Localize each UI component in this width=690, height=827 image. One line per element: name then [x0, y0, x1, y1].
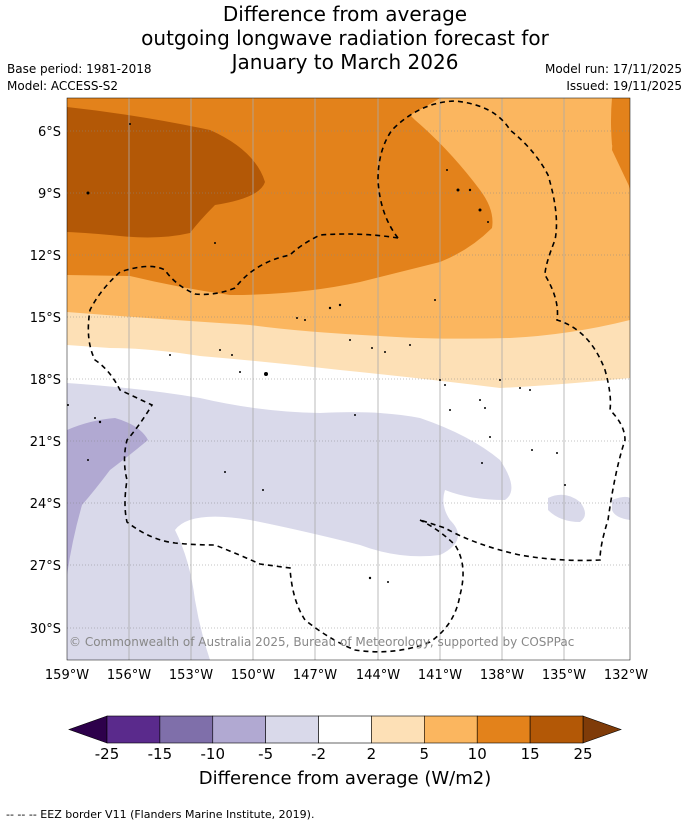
colorbar-under-arrow [68, 715, 108, 744]
colorbar-tick: -25 [95, 745, 120, 760]
model-run: Model run: 17/11/2025 [544, 62, 682, 76]
model-name: Model: ACCESS-S2 [7, 79, 119, 93]
lon-tick: 153°W [169, 668, 213, 683]
colorbar-segment [106, 715, 161, 744]
lat-tick: 30°S [30, 622, 61, 637]
lon-tick: 135°W [542, 668, 586, 683]
eez-borders [87, 100, 626, 653]
colorbar-tick: 25 [573, 745, 592, 760]
lat-tick: 24°S [30, 497, 61, 512]
lat-tick: 9°S [38, 187, 61, 202]
region-minus-10-to-minus-5 [67, 418, 148, 575]
lat-tick: 15°S [30, 311, 61, 326]
colorbar-segment [212, 715, 266, 744]
title-line-2: outgoing longwave radiation forecast for [141, 26, 549, 50]
lat-tick: 21°S [30, 435, 61, 450]
lon-tick: 159°W [45, 668, 89, 683]
gridlines [67, 130, 630, 629]
region-minus-5-to-minus-2-east [548, 494, 630, 522]
colorbar-label: Difference from average (W/m2) [198, 768, 492, 789]
colorbar-tick: -15 [148, 745, 173, 760]
colorbar-segment [529, 715, 584, 744]
lat-ticks: 6°S 9°S 12°S 15°S 18°S 21°S 24°S 27°S 30… [30, 125, 61, 637]
copyright-text: © Commonwealth of Australia 2025, Bureau… [69, 635, 574, 649]
base-period: Base period: 1981-2018 [7, 62, 152, 76]
lat-tick: 6°S [38, 125, 61, 140]
lat-tick: 18°S [30, 373, 61, 388]
colorbar-segment [265, 715, 319, 744]
lon-tick: 156°W [107, 668, 151, 683]
region-minus-5-to-minus-2 [67, 383, 512, 660]
lat-tick: 27°S [30, 559, 61, 574]
colorbar-segment [424, 715, 478, 744]
lon-tick: 141°W [418, 668, 462, 683]
colorbar-tick: 2 [367, 745, 377, 760]
map-figure: © Commonwealth of Australia 2025, Bureau… [30, 97, 648, 760]
colorbar-segment [159, 715, 214, 744]
lon-ticks: 159°W 156°W 153°W 150°W 147°W 144°W 141°… [45, 668, 648, 683]
colorbar-over-arrow [582, 715, 622, 744]
lon-tick: 132°W [604, 668, 648, 683]
eez-legend: -- -- -- EEZ border V11 (Flanders Marine… [6, 808, 315, 821]
lon-tick: 138°W [480, 668, 524, 683]
lon-tick: 144°W [356, 668, 400, 683]
colorbar-segment [371, 715, 425, 744]
colorbar-tick: -2 [311, 745, 326, 760]
lon-tick: 150°W [231, 668, 275, 683]
lat-tick: 12°S [30, 249, 61, 264]
region-15-to-25 [67, 107, 265, 238]
colorbar-tick: -5 [258, 745, 273, 760]
colorbar-tick: 15 [521, 745, 540, 760]
colorbar-tick: 5 [420, 745, 430, 760]
lon-tick: 147°W [293, 668, 337, 683]
anomaly-field: © Commonwealth of Australia 2025, Bureau… [67, 98, 630, 660]
islands [67, 123, 566, 583]
issued-date: Issued: 19/11/2025 [566, 79, 682, 93]
title-line-3: January to March 2026 [231, 50, 459, 74]
meridians [128, 98, 565, 660]
colorbar: -25 -15 -10 -5 -2 2 5 10 15 25 [68, 715, 622, 760]
colorbar-segment [318, 715, 372, 744]
colorbar-segment [476, 715, 531, 744]
colorbar-tick: 10 [468, 745, 487, 760]
colorbar-tick: -10 [201, 745, 226, 760]
title-line-1: Difference from average [222, 2, 468, 26]
